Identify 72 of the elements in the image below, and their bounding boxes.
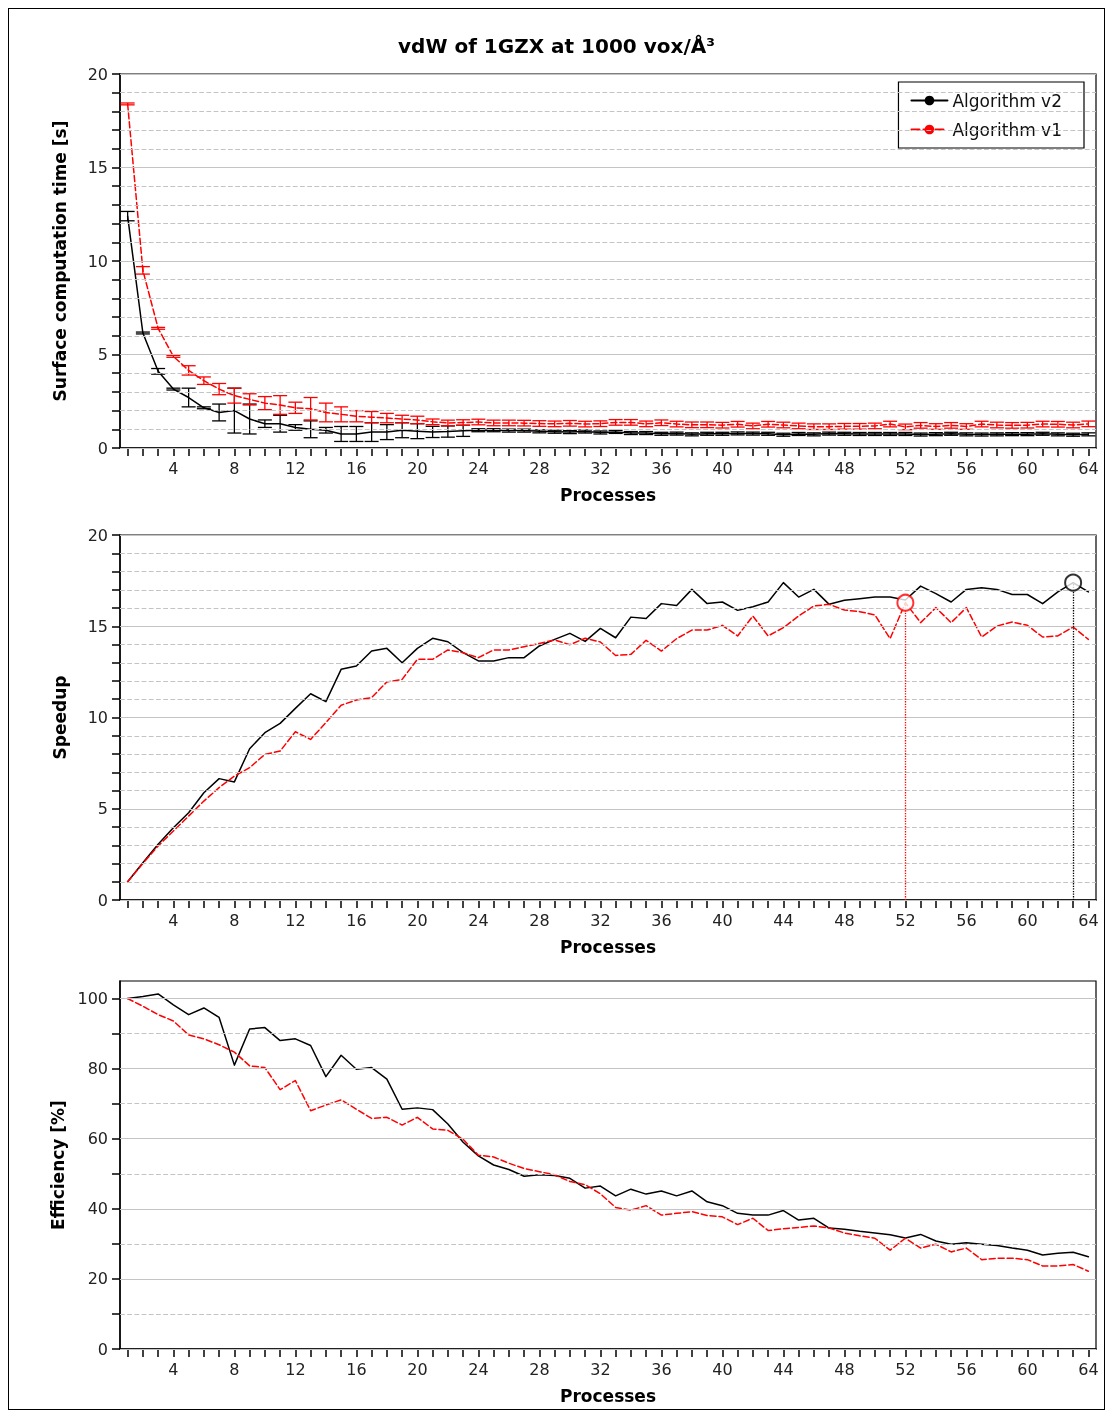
x-tick-label: 48: [834, 458, 855, 478]
y-tick-label: 5: [97, 799, 108, 819]
x-tick-label: 24: [468, 1359, 489, 1379]
x-tick-label: 12: [285, 1359, 306, 1379]
y-tick-label: 40: [87, 1199, 108, 1219]
x-tick-label: 52: [895, 910, 916, 930]
x-tick-label: 8: [229, 458, 240, 478]
chart-title: vdW of 1GZX at 1000 vox/Å³: [398, 34, 715, 58]
x-tick-label: 8: [229, 910, 240, 930]
x-tick-label: 60: [1017, 458, 1038, 478]
y-tick-label: 15: [87, 158, 108, 177]
y-tick-label: 0: [97, 1339, 108, 1359]
y-tick-label: 20: [87, 525, 108, 545]
x-tick-label: 40: [712, 910, 733, 930]
x-tick-label: 64: [1078, 1359, 1099, 1379]
y-tick-label: 15: [87, 616, 108, 636]
y-tick-label: 10: [87, 708, 108, 727]
x-tick-label: 32: [590, 910, 611, 930]
x-tick-label: 16: [346, 1359, 367, 1379]
y-tick-label: 0: [97, 438, 108, 458]
y-tick-label: 100: [77, 989, 108, 1009]
x-tick-label: 44: [773, 910, 794, 930]
x-tick-label: 44: [773, 458, 794, 478]
x-tick-label: 4: [168, 1359, 179, 1379]
x-tick-label: 36: [651, 1359, 672, 1379]
x-tick-label: 48: [834, 1359, 855, 1379]
y-axis-title: Speedup: [49, 675, 70, 760]
x-tick-label: 28: [529, 910, 550, 930]
y-tick-label: 60: [87, 1129, 108, 1149]
x-tick-label: 64: [1078, 458, 1099, 478]
y-axis-title: Surface computation time [s]: [49, 120, 70, 402]
x-tick-label: 4: [168, 910, 179, 930]
x-tick-label: 56: [956, 458, 977, 478]
x-tick-label: 28: [529, 1359, 550, 1379]
x-tick-label: 20: [407, 910, 428, 930]
x-tick-label: 24: [468, 910, 489, 930]
y-tick-label: 5: [97, 345, 108, 364]
y-tick-label: 20: [87, 64, 108, 84]
y-tick-label: 20: [87, 1269, 108, 1289]
x-tick-label: 32: [590, 458, 611, 478]
x-axis-title: Processes: [559, 484, 657, 505]
y-tick-label: 80: [87, 1059, 108, 1079]
x-tick-label: 44: [773, 1359, 794, 1379]
x-tick-label: 52: [895, 1359, 916, 1379]
x-tick-label: 16: [346, 458, 367, 478]
y-axis-title: Efficiency [%]: [48, 1100, 69, 1230]
x-tick-label: 60: [1017, 910, 1038, 930]
x-tick-label: 8: [229, 1359, 240, 1379]
x-tick-label: 40: [712, 1359, 733, 1379]
x-tick-label: 16: [346, 910, 367, 930]
x-tick-label: 20: [407, 1359, 428, 1379]
legend-label: Algorithm v2: [952, 90, 1063, 111]
y-tick-label: 10: [87, 251, 108, 271]
x-tick-label: 36: [651, 910, 672, 930]
x-tick-label: 4: [168, 458, 179, 478]
x-tick-label: 48: [834, 910, 855, 930]
x-tick-label: 36: [651, 458, 672, 478]
y-tick-label: 0: [97, 890, 108, 910]
x-tick-label: 24: [468, 458, 489, 478]
x-tick-label: 56: [956, 910, 977, 930]
x-tick-label: 28: [529, 458, 550, 478]
x-tick-label: 64: [1078, 910, 1099, 930]
x-tick-label: 52: [895, 458, 916, 478]
x-tick-label: 32: [590, 1359, 611, 1379]
x-axis-title: Processes: [559, 1385, 657, 1406]
x-tick-label: 60: [1017, 1359, 1038, 1379]
x-tick-label: 40: [712, 458, 733, 478]
x-tick-label: 20: [407, 458, 428, 478]
x-tick-label: 12: [285, 910, 306, 930]
x-tick-label: 12: [285, 458, 306, 478]
x-tick-label: 56: [956, 1359, 977, 1379]
x-axis-title: Processes: [559, 936, 657, 957]
